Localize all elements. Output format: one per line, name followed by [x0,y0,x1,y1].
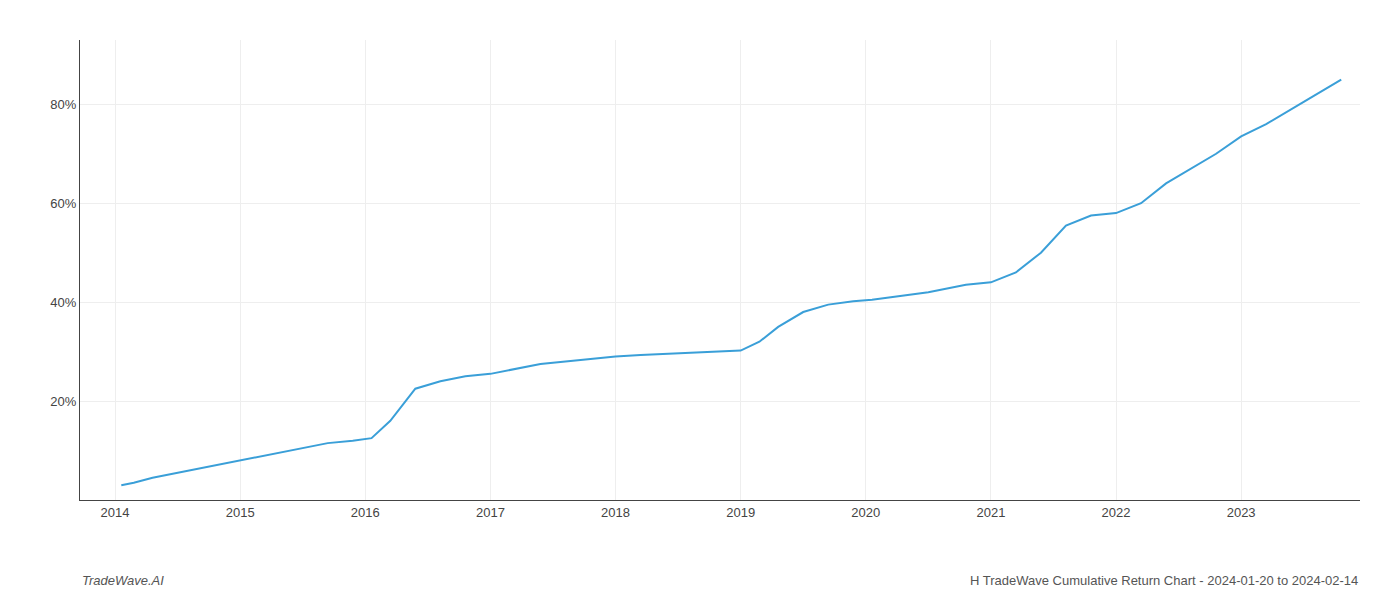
svg-text:2019: 2019 [726,505,755,520]
svg-text:2014: 2014 [101,505,130,520]
svg-text:80%: 80% [50,97,76,112]
svg-text:60%: 60% [50,196,76,211]
svg-text:2018: 2018 [601,505,630,520]
svg-text:40%: 40% [50,295,76,310]
svg-text:2015: 2015 [226,505,255,520]
svg-text:2016: 2016 [351,505,380,520]
svg-text:H TradeWave Cumulative Return: H TradeWave Cumulative Return Chart - 20… [970,573,1358,588]
svg-text:2020: 2020 [851,505,880,520]
svg-text:2022: 2022 [1102,505,1131,520]
svg-text:TradeWave.AI: TradeWave.AI [82,573,164,588]
svg-text:20%: 20% [50,394,76,409]
svg-text:2017: 2017 [476,505,505,520]
svg-text:2021: 2021 [976,505,1005,520]
svg-text:2023: 2023 [1227,505,1256,520]
